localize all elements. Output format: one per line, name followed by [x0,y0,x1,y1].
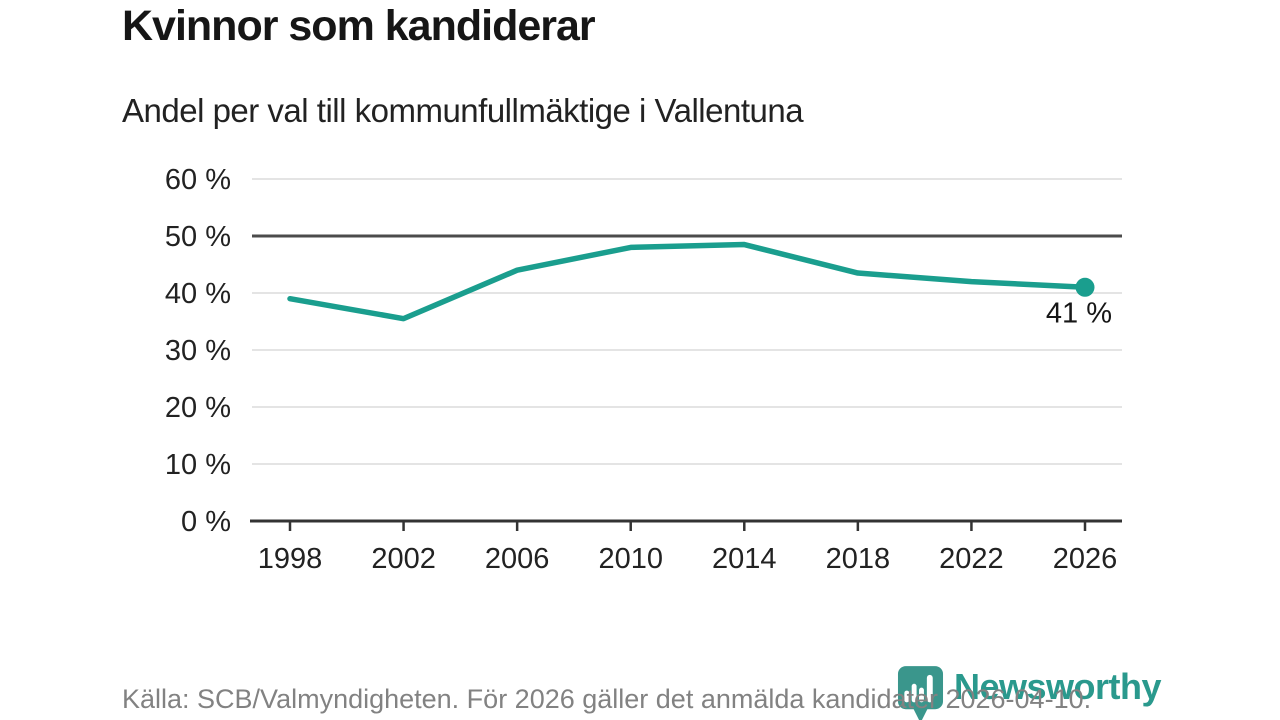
data-point-marker [1075,277,1095,297]
x-axis-label: 2022 [939,543,1004,575]
end-value-label: 41 % [1046,297,1112,329]
x-axis-label: 2006 [485,543,550,575]
y-axis-label: 0 % [181,506,231,538]
x-axis-label: 1998 [258,543,323,575]
y-axis-label: 10 % [165,449,231,481]
x-axis-label: 2002 [371,543,436,575]
newsworthy-wordmark: Newsworthy [954,666,1162,707]
y-axis-label: 30 % [165,335,231,367]
x-axis-label: 2018 [826,543,891,575]
newsworthy-logo: Newsworthy [897,665,1162,720]
y-axis-label: 50 % [165,221,231,253]
source-note: Källa: SCB/Valmyndigheten. För 2026 gäll… [122,684,1092,714]
line-chart: 0 % 10 % 20 % 30 % 40 % 50 % 60 % 1998 2002 2006 2… [165,164,1122,575]
x-axis-label: 2014 [712,543,777,575]
y-axis-label: 60 % [165,164,231,196]
x-axis-label: 2010 [598,543,663,575]
data-line [287,241,1088,322]
page-subtitle: Andel per val till kommunfullmäktige i V… [122,92,804,129]
page-title: Kvinnor som kandiderar [122,2,596,50]
y-axis-label: 20 % [165,392,231,424]
x-axis-label: 2026 [1053,543,1118,575]
newsworthy-pin-icon [897,666,944,720]
y-axis-label: 40 % [165,278,231,310]
